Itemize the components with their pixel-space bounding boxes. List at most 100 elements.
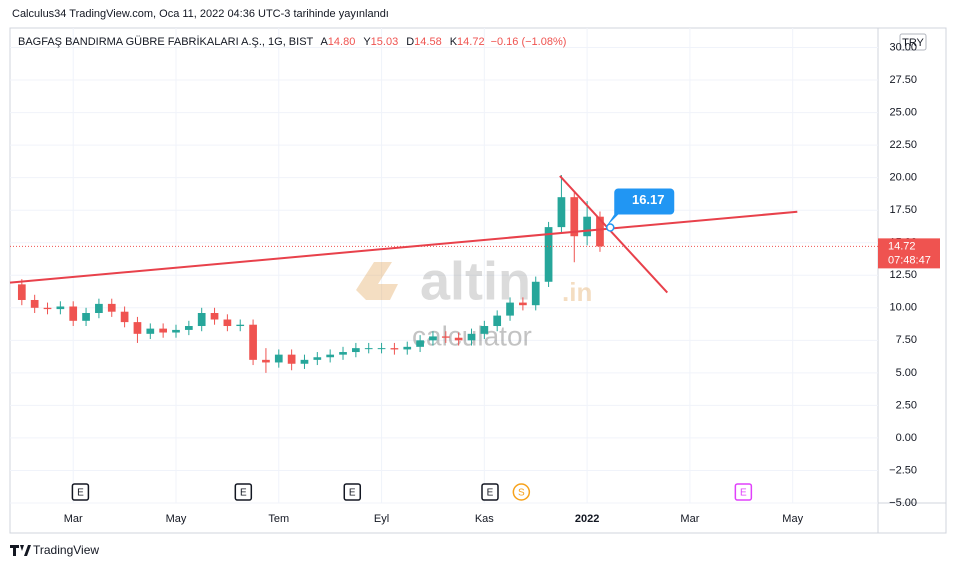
callout-box bbox=[606, 188, 675, 227]
candle-body bbox=[596, 216, 604, 247]
x-tick-label: Kas bbox=[475, 513, 494, 525]
candle-body bbox=[557, 197, 566, 228]
countdown: 07:48:47 bbox=[888, 254, 931, 266]
candle-body bbox=[133, 322, 142, 334]
y-tick-label: 0.00 bbox=[896, 432, 917, 444]
plot: 16.17 bbox=[9, 175, 878, 373]
candle-body bbox=[326, 354, 335, 358]
event-label: E bbox=[487, 488, 494, 499]
y-tick-label: 17.50 bbox=[889, 204, 917, 216]
ohlc-value: 14.80 bbox=[328, 36, 356, 48]
trendline bbox=[559, 175, 669, 294]
candle-body bbox=[184, 326, 193, 330]
candle-body bbox=[262, 359, 270, 363]
y-tick-label: −2.50 bbox=[889, 464, 917, 476]
ohlc-label: D bbox=[406, 36, 414, 48]
candle-body bbox=[519, 302, 527, 306]
candle-body bbox=[120, 311, 129, 323]
candle-body bbox=[493, 315, 502, 327]
y-tick-label: 27.50 bbox=[889, 74, 917, 86]
published: Calculus34 TradingView.com, Oca 11, 2022… bbox=[12, 8, 389, 20]
footer-logo bbox=[10, 545, 31, 556]
candle-body bbox=[82, 313, 90, 321]
candle-body bbox=[390, 348, 399, 350]
candle-body bbox=[107, 303, 116, 312]
x-tick-label: 2022 bbox=[575, 513, 599, 525]
y-tick-label: 7.50 bbox=[896, 334, 917, 346]
y-tick-label: 22.50 bbox=[889, 139, 917, 151]
candle-body bbox=[416, 340, 424, 347]
currency: TRY bbox=[902, 37, 924, 49]
candle-body bbox=[300, 359, 309, 364]
candle-body bbox=[570, 197, 579, 237]
ohlc-value: 14.58 bbox=[414, 36, 442, 48]
candle-body bbox=[69, 306, 78, 321]
legend: BAGFAŞ BANDIRMA GÜBRE FABRİKALARI A.Ş., … bbox=[18, 35, 566, 48]
candle-body bbox=[223, 319, 232, 327]
y-tick-label: 30.00 bbox=[889, 41, 917, 53]
candle-body bbox=[429, 336, 437, 341]
candle-body bbox=[339, 352, 347, 355]
currency-box bbox=[899, 33, 927, 51]
x-tick-label: Mar bbox=[64, 513, 83, 525]
x-tick-label: Tem bbox=[268, 513, 289, 525]
event-marker bbox=[481, 483, 499, 501]
y-tick-label: −5.00 bbox=[889, 497, 917, 509]
candle-body bbox=[146, 328, 155, 334]
candle-body bbox=[403, 346, 412, 350]
event-marker bbox=[734, 483, 753, 501]
candle-body bbox=[56, 306, 65, 310]
event-marker bbox=[234, 483, 253, 501]
event-label: S bbox=[518, 488, 525, 499]
x-tick-label: May bbox=[782, 513, 803, 525]
x-tick-label: Mar bbox=[680, 513, 699, 525]
event-marker bbox=[343, 483, 362, 501]
ohlc-label: K bbox=[450, 36, 458, 48]
last-price: 14.72 bbox=[888, 240, 916, 252]
event-marker bbox=[512, 483, 531, 501]
candle-body bbox=[454, 337, 463, 341]
trendline bbox=[9, 210, 798, 284]
candle-body bbox=[480, 326, 489, 334]
candle-body bbox=[506, 302, 514, 316]
candle-body bbox=[30, 299, 39, 308]
y-tick-label: 25.00 bbox=[889, 106, 917, 118]
candle-body bbox=[364, 348, 373, 350]
ohlc-value: 15.03 bbox=[371, 36, 399, 48]
candle-body bbox=[43, 307, 52, 310]
candle-body bbox=[352, 348, 360, 353]
callout-point bbox=[606, 223, 615, 232]
candle-body bbox=[441, 336, 450, 338]
candle-body bbox=[313, 357, 322, 360]
candle-body bbox=[544, 227, 553, 282]
candle-body bbox=[377, 348, 386, 350]
y-tick-label: 20.00 bbox=[889, 172, 917, 184]
candle-body bbox=[236, 324, 245, 327]
y-tick-label: 2.50 bbox=[896, 399, 917, 411]
event-label: E bbox=[740, 488, 747, 499]
x-tick-label: May bbox=[166, 513, 187, 525]
watermark-suffix: .in bbox=[562, 277, 592, 307]
ohlc-label: A bbox=[320, 36, 328, 48]
callout-label: 16.17 bbox=[632, 192, 665, 207]
x-tick-label: Eyl bbox=[374, 513, 389, 525]
event-label: E bbox=[349, 488, 356, 499]
event-label: E bbox=[77, 488, 84, 499]
ohlc-label: Y bbox=[363, 36, 371, 48]
candle-body bbox=[583, 216, 591, 237]
candle-body bbox=[159, 328, 168, 333]
candle-body bbox=[531, 281, 540, 306]
candle-body bbox=[210, 313, 219, 320]
candle-body bbox=[95, 303, 103, 313]
change: −0.16 (−1.08%) bbox=[491, 36, 567, 48]
candle-body bbox=[17, 284, 26, 300]
candle-body bbox=[287, 354, 296, 364]
event-label: E bbox=[240, 488, 247, 499]
ohlc-value: 14.72 bbox=[457, 36, 485, 48]
footer: TradingView bbox=[33, 543, 99, 557]
candle-body bbox=[172, 329, 180, 333]
candle-body bbox=[249, 324, 257, 360]
candle-body bbox=[197, 313, 206, 327]
